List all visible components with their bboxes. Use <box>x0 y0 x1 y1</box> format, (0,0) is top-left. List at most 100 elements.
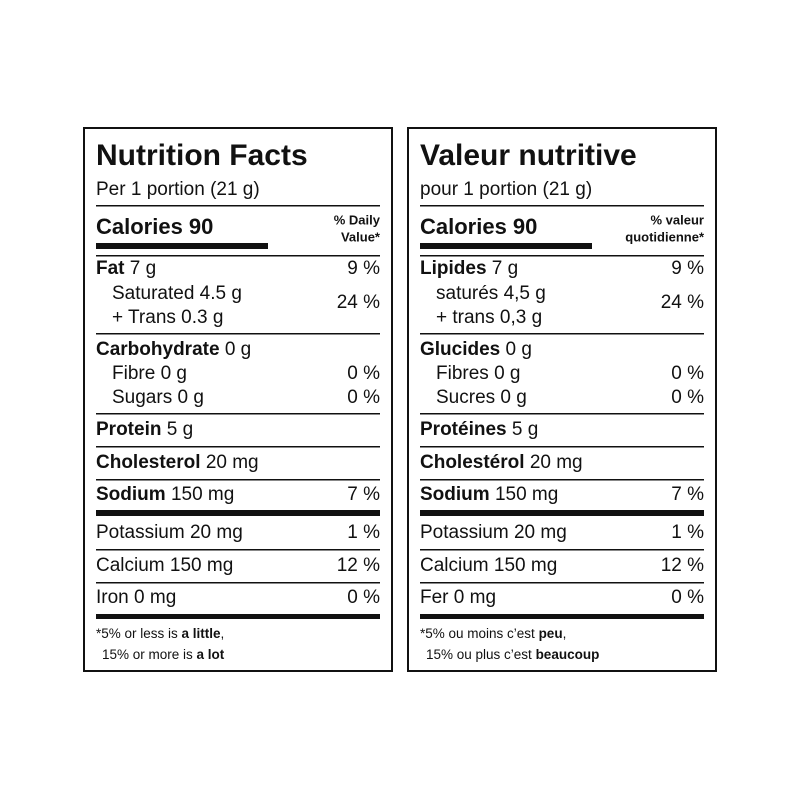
rule <box>420 333 704 335</box>
nutrient-name: Sugars 0 g <box>112 387 204 408</box>
nutrient-name: Fer 0 mg <box>420 587 496 608</box>
nutrient-row: Potassium 20 mg <box>96 522 243 543</box>
rule <box>96 582 380 584</box>
daily-value: 0 % <box>671 387 704 408</box>
nutrient-name: + Trans 0.3 g <box>112 307 223 328</box>
nutrient-amount: 7 g <box>492 258 518 279</box>
daily-value: 12 % <box>337 555 380 576</box>
nutrient-name: Sodium <box>420 484 490 505</box>
nutrient-amount: 0 g <box>506 339 532 360</box>
panel-border <box>407 127 717 672</box>
footnote-part: , <box>221 626 225 641</box>
dv-header: % Daily <box>334 212 381 227</box>
nutrient-name: Fibres 0 g <box>436 363 520 384</box>
daily-value: 9 % <box>671 258 704 279</box>
daily-value: 9 % <box>347 258 380 279</box>
daily-value: 24 % <box>661 292 704 313</box>
serving-size: Per 1 portion (21 g) <box>96 179 260 200</box>
rule <box>420 479 704 481</box>
nutrient-row: Iron 0 mg <box>96 587 176 608</box>
daily-value: 7 % <box>347 484 380 505</box>
nutrient-name: Calcium 150 mg <box>96 555 233 576</box>
nutrient-row: Cholestérol 20 mg <box>420 452 583 473</box>
nutrient-amount: 20 mg <box>530 452 583 473</box>
nutrient-name: Sodium <box>96 484 166 505</box>
nutrient-amount: 5 g <box>512 419 538 440</box>
rule <box>96 413 380 415</box>
nutrient-name: Potassium 20 mg <box>420 522 567 543</box>
daily-value: 0 % <box>347 363 380 384</box>
thick-rule <box>420 510 704 516</box>
nutrient-row: Saturated 4.5 g <box>112 283 242 304</box>
rule <box>96 255 380 257</box>
nutrient-name: Cholestérol <box>420 452 525 473</box>
nutrient-name: Fibre 0 g <box>112 363 187 384</box>
dv-header: % valeur <box>651 212 704 227</box>
footnote-part: a little <box>182 626 222 641</box>
footnote-part: 15% ou plus c’est <box>426 647 536 662</box>
footnote-part: *5% or less is <box>96 626 182 641</box>
nutrient-row: Lipides 7 g <box>420 258 518 279</box>
nutrient-amount: 5 g <box>167 419 193 440</box>
nutrient-row: Protein 5 g <box>96 419 193 440</box>
calories: Calories 90 <box>96 214 213 239</box>
daily-value: 0 % <box>347 387 380 408</box>
nutrient-row: Potassium 20 mg <box>420 522 567 543</box>
nutrient-row: Glucides 0 g <box>420 339 532 360</box>
thick-rule <box>96 510 380 516</box>
footnote: 15% ou plus c’est beaucoup <box>426 647 599 662</box>
rule <box>420 205 704 207</box>
nutrient-name: saturés 4,5 g <box>436 283 546 304</box>
nutrient-amount: 150 mg <box>495 484 558 505</box>
nutrition-panel: Nutrition Facts Per 1 portion (21 g) Calor… <box>83 127 393 672</box>
nutrient-amount: 7 g <box>130 258 156 279</box>
rule <box>96 333 380 335</box>
footnote-part: *5% ou moins c’est <box>420 626 539 641</box>
nutrient-amount: 20 mg <box>206 452 259 473</box>
nutrient-amount: 0 g <box>225 339 251 360</box>
panel-title: Valeur nutritive <box>420 139 637 172</box>
daily-value: 1 % <box>347 522 380 543</box>
nutrient-name: Iron 0 mg <box>96 587 176 608</box>
thick-rule <box>420 614 704 619</box>
nutrient-row: saturés 4,5 g <box>436 283 546 304</box>
nutrient-row: Sucres 0 g <box>436 387 527 408</box>
footnote-part: a lot <box>197 647 225 662</box>
rule <box>96 479 380 481</box>
thick-rule <box>96 614 380 619</box>
rule <box>96 446 380 448</box>
footnote-part: , <box>563 626 567 641</box>
nutrient-name: Cholesterol <box>96 452 201 473</box>
footnote-part: peu <box>539 626 563 641</box>
nutrient-name: Calcium 150 mg <box>420 555 557 576</box>
calories-rule <box>420 243 592 249</box>
nutrient-name: Lipides <box>420 258 487 279</box>
rule <box>420 582 704 584</box>
nutrient-row: Fibres 0 g <box>436 363 520 384</box>
nutrient-row: Fer 0 mg <box>420 587 496 608</box>
daily-value: 1 % <box>671 522 704 543</box>
nutrient-row: Carbohydrate 0 g <box>96 339 251 360</box>
rule <box>96 549 380 551</box>
nutrient-amount: 150 mg <box>171 484 234 505</box>
rule <box>420 413 704 415</box>
nutrient-row: Calcium 150 mg <box>96 555 233 576</box>
panel-border <box>83 127 393 672</box>
nutrient-row: Sodium 150 mg <box>420 484 558 505</box>
nutrient-row: + trans 0,3 g <box>436 307 542 328</box>
daily-value: 24 % <box>337 292 380 313</box>
nutrition-panel: Valeur nutritive pour 1 portion (21 g) Cal… <box>407 127 717 672</box>
rule <box>420 255 704 257</box>
calories: Calories 90 <box>420 214 537 239</box>
nutrient-row: Protéines 5 g <box>420 419 538 440</box>
daily-value: 0 % <box>671 363 704 384</box>
nutrient-row: Cholesterol 20 mg <box>96 452 259 473</box>
nutrient-name: Potassium 20 mg <box>96 522 243 543</box>
nutrient-name: Sucres 0 g <box>436 387 527 408</box>
panel-title: Nutrition Facts <box>96 139 308 172</box>
serving-size: pour 1 portion (21 g) <box>420 179 592 200</box>
nutrient-name: Carbohydrate <box>96 339 220 360</box>
nutrient-name: Protéines <box>420 419 507 440</box>
nutrient-name: Saturated 4.5 g <box>112 283 242 304</box>
nutrient-name: + trans 0,3 g <box>436 307 542 328</box>
